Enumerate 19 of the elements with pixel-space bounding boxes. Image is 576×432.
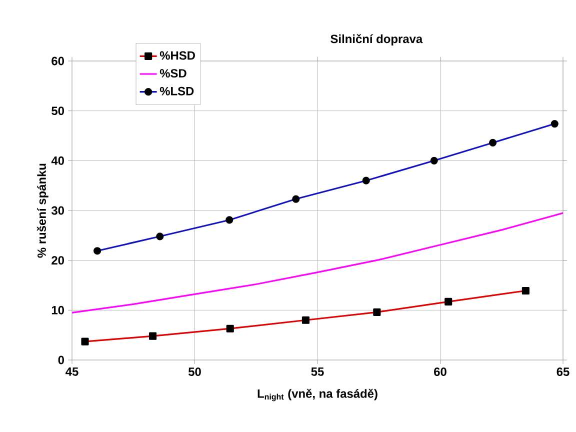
y-tick-label: 40 [51, 156, 64, 165]
y-tick-label: 10 [52, 306, 64, 314]
y-tick-label: 30 [51, 206, 64, 215]
legend-label: %HSD [160, 51, 195, 60]
line-series [72, 212, 564, 314]
chart-title: Silniční doprava [330, 34, 423, 46]
legend-label: %SD [160, 69, 186, 78]
x-tick-label: 60 [434, 368, 446, 376]
y-tick-label: 50 [52, 106, 64, 116]
y-tick-label: 20 [52, 256, 64, 265]
x-tick-label: 65 [556, 368, 570, 376]
x-tick-label: 45 [66, 368, 78, 376]
x-axis-title: L$_{night}$ (vně, na fasádě) [258, 388, 378, 402]
y-axis-title: % rušení spánku [36, 164, 48, 258]
x-tick-label: 55 [311, 368, 324, 376]
legend-label: %LSD [160, 86, 194, 96]
y-tick-label: 0 [58, 356, 64, 364]
y-tick-label: 60 [52, 56, 64, 66]
x-tick-label: 50 [188, 368, 201, 376]
